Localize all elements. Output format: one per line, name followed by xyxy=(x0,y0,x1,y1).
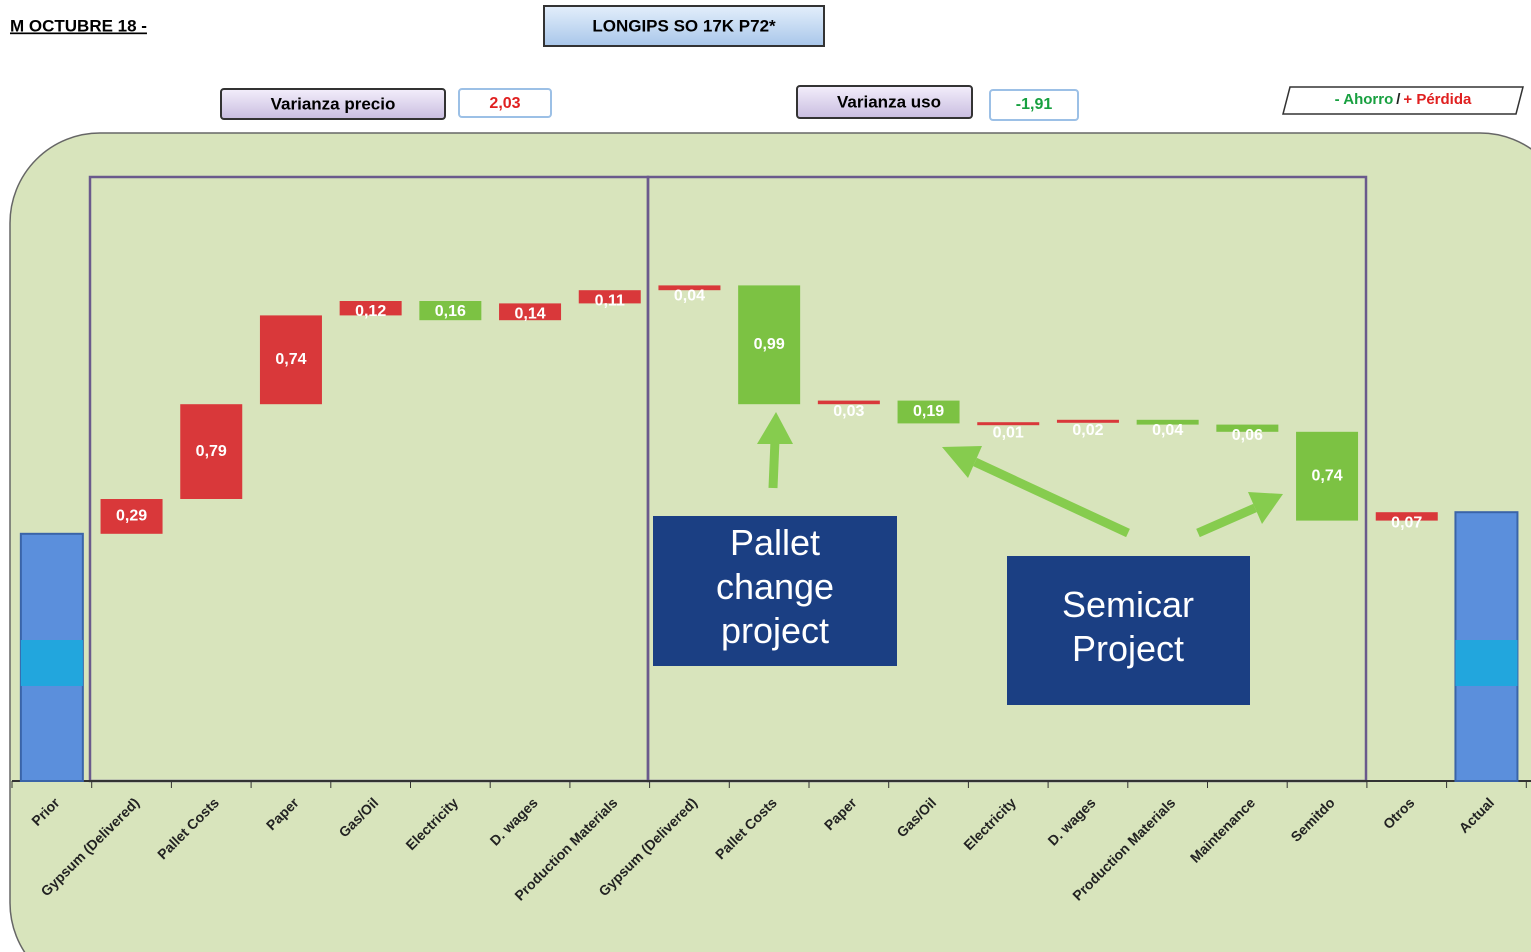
data-label: 0,79 xyxy=(196,443,227,460)
data-label: 0,29 xyxy=(116,508,147,525)
title-box xyxy=(543,5,825,47)
data-label: 0,04 xyxy=(674,288,705,305)
bar xyxy=(339,301,402,316)
bar xyxy=(1056,419,1119,423)
data-label: 0,14 xyxy=(514,306,545,323)
button xyxy=(796,85,973,119)
data-label: 0,02 xyxy=(1072,422,1103,439)
bar xyxy=(419,301,482,321)
data-label: 0,01 xyxy=(993,424,1024,441)
bar xyxy=(1375,512,1438,521)
subtitle: M OCTUBRE 18 - xyxy=(10,16,147,35)
bar xyxy=(180,404,243,499)
bar xyxy=(1296,431,1359,521)
data-label: 0,07 xyxy=(1391,514,1422,531)
data-label: 0,19 xyxy=(913,403,944,420)
annotation-box xyxy=(653,516,897,666)
chart-title: LONGIPS SO 17K P72* xyxy=(592,16,776,35)
legend-sep: / xyxy=(1396,91,1401,108)
annotation: Pallet change project xyxy=(716,522,834,651)
data-label: 0,12 xyxy=(355,303,386,320)
data-label: 0,04 xyxy=(1152,422,1183,439)
annotation: Semicar Project xyxy=(1062,584,1194,669)
bar xyxy=(1136,419,1199,425)
arrows xyxy=(757,412,1283,538)
bar xyxy=(897,400,960,424)
bar xyxy=(100,499,163,534)
legend: - Ahorro / + Pérdida xyxy=(1335,91,1472,108)
value-box xyxy=(458,88,552,118)
bar-highlight xyxy=(1455,640,1518,686)
data-label: 0,06 xyxy=(1232,427,1263,444)
bar xyxy=(738,285,801,405)
bar xyxy=(259,315,322,405)
value-box xyxy=(989,89,1079,121)
legend-saving: - Ahorro xyxy=(1335,91,1394,108)
annotation-box xyxy=(1007,556,1250,705)
data-label: 0,16 xyxy=(435,303,466,320)
bar xyxy=(1216,424,1279,432)
bar xyxy=(658,285,721,291)
bar xyxy=(578,290,641,304)
data-label: 0,11 xyxy=(595,292,625,309)
bar-highlight xyxy=(20,640,83,686)
data-label: 0,74 xyxy=(1311,467,1342,484)
bar xyxy=(977,422,1040,426)
bar xyxy=(499,303,562,321)
usage-variance-label: Varianza uso xyxy=(837,92,941,111)
legend-loss: + Pérdida xyxy=(1403,91,1472,108)
data-label: 0,03 xyxy=(833,403,864,420)
button xyxy=(220,88,446,120)
data-label: 0,74 xyxy=(275,351,306,368)
bar xyxy=(817,400,880,405)
usage-variance-value: -1,91 xyxy=(1016,96,1053,113)
legend-box xyxy=(1282,86,1524,115)
data-label: 0,99 xyxy=(754,336,785,353)
price-variance-label: Varianza precio xyxy=(271,94,396,113)
price-variance-value: 2,03 xyxy=(489,95,520,112)
